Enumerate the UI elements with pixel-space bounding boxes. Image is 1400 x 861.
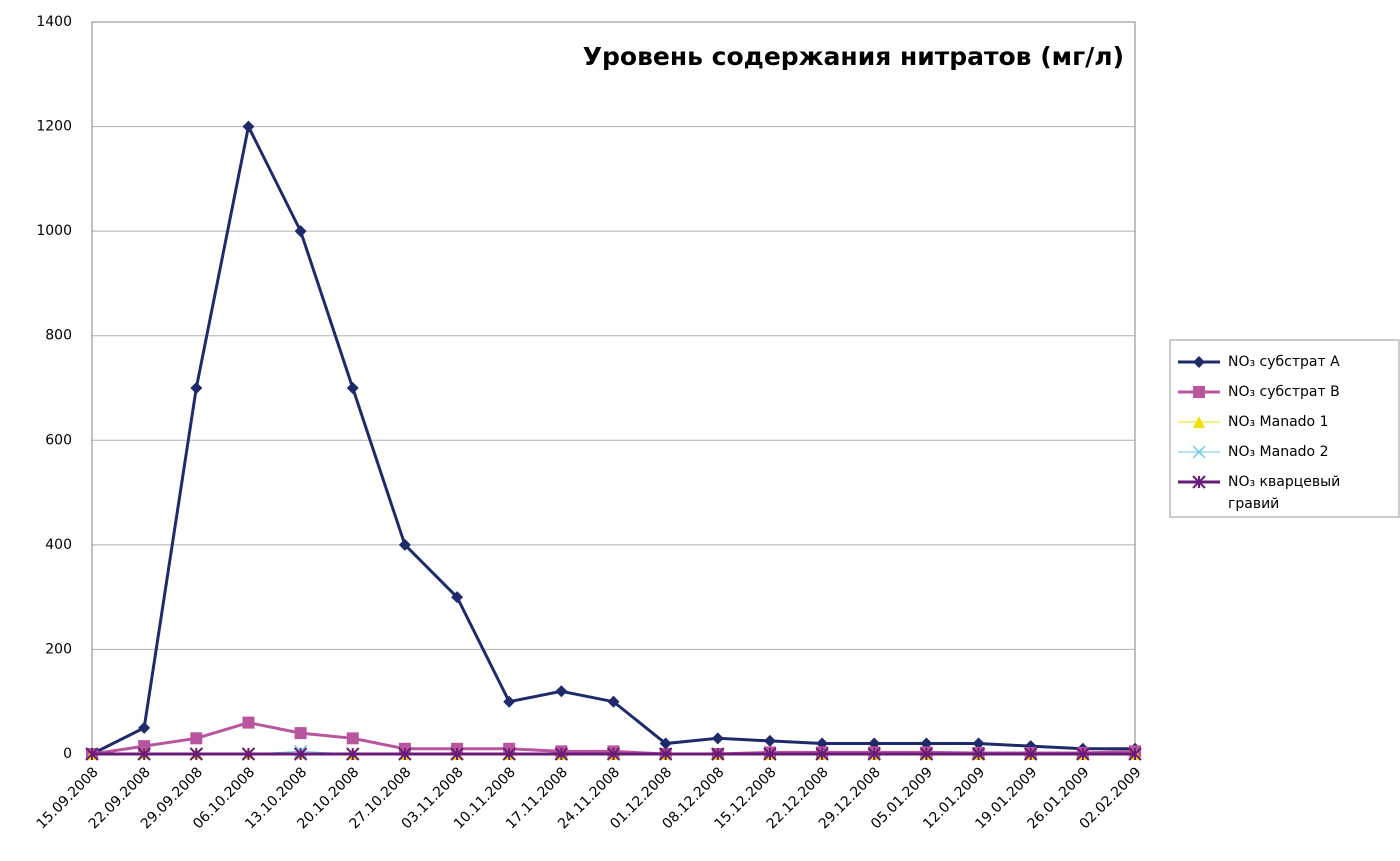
marker: [1076, 747, 1090, 761]
marker: [763, 747, 777, 761]
y-tick-label: 800: [45, 328, 72, 344]
marker: [138, 721, 151, 734]
marker: [294, 225, 307, 238]
marker: [293, 747, 308, 761]
y-tick-label: 0: [63, 746, 72, 762]
y-tick-label: 200: [45, 641, 72, 657]
marker: [189, 747, 204, 761]
marker: [971, 747, 986, 761]
marker: [711, 732, 724, 745]
marker: [450, 747, 464, 761]
marker: [919, 747, 934, 761]
marker: [503, 695, 516, 708]
marker: [294, 727, 307, 740]
marker: [502, 747, 516, 761]
y-tick-label: 1200: [36, 119, 72, 135]
legend-line: NO₃ кварцевый: [1228, 474, 1340, 490]
marker: [554, 747, 569, 761]
marker: [1193, 416, 1205, 428]
marker: [241, 747, 256, 761]
marker: [555, 685, 568, 698]
marker: [815, 747, 829, 761]
marker: [606, 747, 621, 761]
y-tick-label: 600: [45, 432, 72, 448]
marker: [763, 734, 776, 747]
y-tick-label: 1400: [36, 14, 72, 30]
marker: [346, 747, 360, 761]
marker: [711, 747, 725, 761]
marker: [658, 747, 673, 761]
marker: [346, 732, 359, 745]
legend-line: гравий: [1228, 496, 1279, 512]
marker: [1193, 386, 1205, 398]
marker: [346, 382, 359, 394]
marker: [190, 382, 203, 394]
marker: [607, 695, 620, 708]
marker: [137, 747, 151, 761]
marker: [398, 538, 411, 551]
legend-label: NO₃ кварцевый гравий: [1228, 474, 1340, 512]
legend-label: NO₃ Manado 2: [1228, 444, 1328, 460]
legend-label: NO₃ субстрат B: [1228, 384, 1340, 400]
marker: [242, 120, 255, 133]
marker: [659, 737, 672, 750]
marker: [190, 732, 203, 745]
marker: [1128, 747, 1142, 761]
chart-title: Уровень содержания нитратов (мг/л): [583, 42, 1124, 71]
marker: [1023, 747, 1038, 761]
marker: [138, 740, 151, 753]
marker: [451, 591, 464, 604]
marker: [85, 747, 99, 761]
y-tick-label: 1000: [36, 223, 72, 239]
marker: [1193, 356, 1205, 368]
legend-box: [1169, 339, 1400, 518]
legend-label: NO₃ Manado 1: [1228, 414, 1328, 430]
marker: [867, 747, 881, 761]
y-tick-label: 400: [45, 537, 72, 553]
marker: [1192, 475, 1206, 489]
marker: [398, 747, 412, 761]
marker: [1192, 445, 1206, 459]
legend-label: NO₃ субстрат A: [1228, 354, 1340, 370]
marker: [972, 737, 985, 750]
marker: [242, 716, 255, 729]
